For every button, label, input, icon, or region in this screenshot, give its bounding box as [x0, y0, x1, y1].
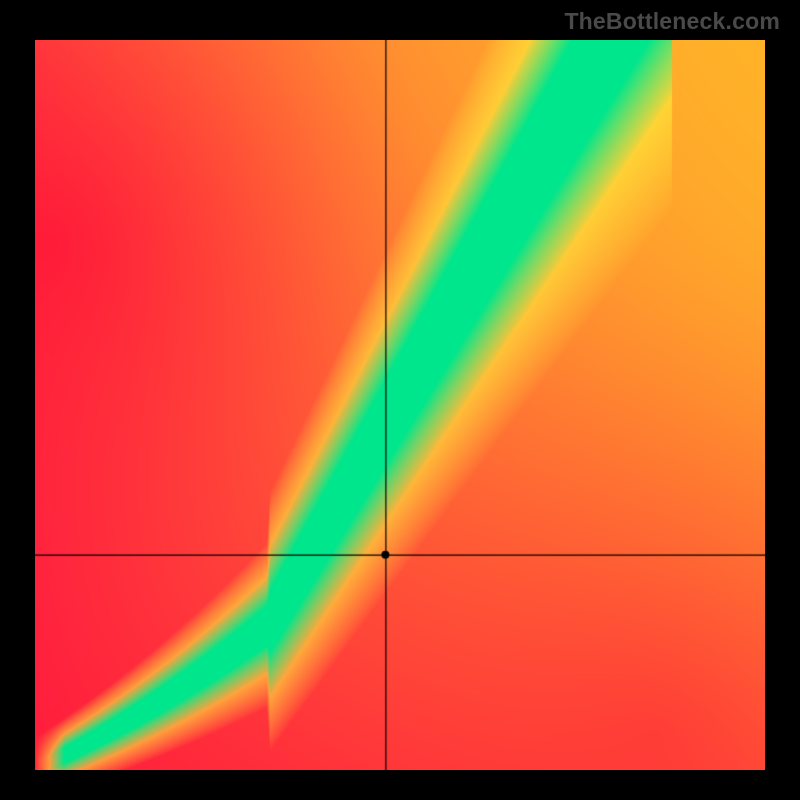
watermark-text: TheBottleneck.com [564, 8, 780, 35]
bottleneck-heatmap [35, 40, 765, 770]
